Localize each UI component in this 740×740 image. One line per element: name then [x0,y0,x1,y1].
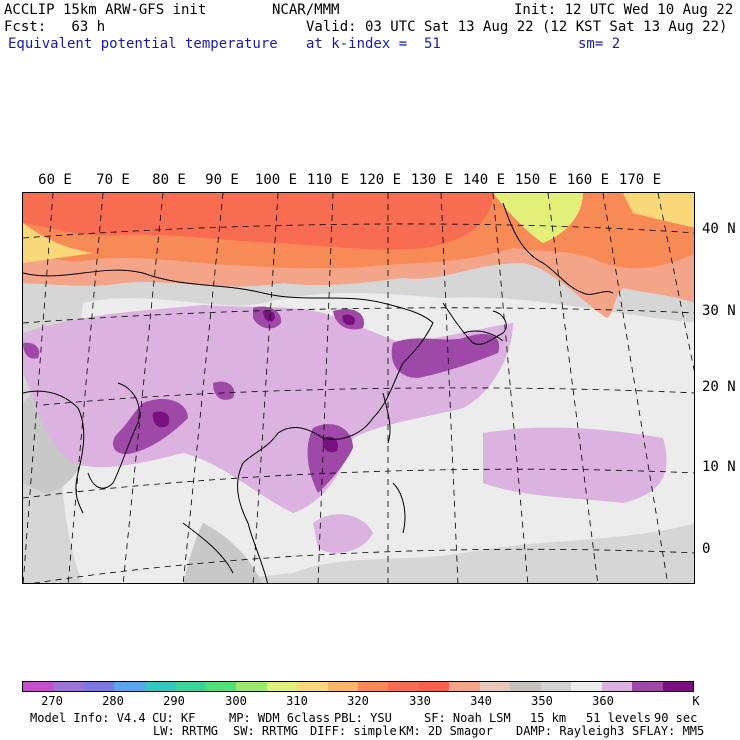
colorbar-swatch [540,682,572,691]
colorbar [22,681,694,692]
colorbar-swatch [297,682,328,691]
model-info-item: CU: KF [152,711,196,725]
colorbar-swatch [357,682,389,691]
colorbar-unit: K [692,694,700,708]
latitude-label: 30 N [702,303,736,319]
longitude-label: 100 E [254,172,298,188]
init-time: Init: 12 UTC Wed 10 Aug 22 [514,2,734,18]
longitude-label: 80 E [152,172,186,188]
organization-label: NCAR/MMM [272,2,340,18]
lilac-region [23,305,667,553]
forecast-hour: Fcst: 63 h [4,19,106,35]
colorbar-tick-label: 340 [470,694,492,708]
graticule [23,193,694,583]
colorbar-tick-label: 360 [592,694,614,708]
colorbar-swatch [571,682,602,691]
longitude-label: 60 E [38,172,72,188]
colorbar-swatch [205,682,237,691]
colorbar-swatch [449,682,480,691]
model-info-item: MP: WDM 6class [229,711,331,725]
physics-option-item: KM: 2D Smagor [399,724,493,738]
colorbar-swatch [266,682,298,691]
smoothing-label: sm= 2 [578,36,621,52]
colorbar-swatch [114,682,145,691]
longitude-label: 70 E [96,172,130,188]
theta-e-map [22,192,695,584]
colorbar-tick-label: 320 [347,694,369,708]
colorbar-tick-label: 280 [102,694,124,708]
model-info-item: PBL: YSU [334,711,392,725]
colorbar-swatch [632,682,663,691]
colorbar-swatch [388,682,419,691]
colorbar-tick-label: 350 [531,694,553,708]
model-info-item: 90 sec [654,711,698,725]
colorbar-swatch [601,682,633,691]
model-info-item: 15 km [530,711,567,725]
physics-option-item: SW: RRTMG [233,724,299,738]
longitude-label: 120 E [358,172,402,188]
model-info-item: Model Info: V4.4 [30,711,146,725]
colorbar-tick-label: 310 [286,694,308,708]
physics-option-item: LW: RRTMG [153,724,219,738]
level-index: at k-index = 51 [306,36,441,52]
latitude-label: 20 N [702,379,736,395]
colorbar-tick-label: 290 [163,694,185,708]
colorbar-tick-label: 270 [41,694,63,708]
latitude-label: 10 N [702,459,736,475]
valid-time: Valid: 03 UTC Sat 13 Aug 22 (12 KST Sat … [306,19,728,35]
physics-option-item: SFLAY: MM5 [632,724,705,738]
colorbar-swatch [83,682,115,691]
dark-purple-cores [152,310,355,453]
longitude-label: 160 E [566,172,610,188]
longitude-label: 150 E [514,172,558,188]
colorbar-swatch [510,682,541,691]
longitude-label: 170 E [618,172,662,188]
physics-option-item: DAMP: Rayleigh3 [516,724,625,738]
colorbar-swatch [236,682,267,691]
colorbar-swatch [53,682,84,691]
colorbar-swatch [479,682,511,691]
longitude-label: 140 E [462,172,506,188]
purple-cores [23,306,500,493]
colorbar-swatch [144,682,176,691]
colorbar-swatch [23,682,54,691]
field-name: Equivalent potential temperature [8,36,278,52]
longitude-label: 110 E [306,172,350,188]
colorbar-swatch [662,682,693,691]
longitude-label: 130 E [410,172,454,188]
model-info-item: 51 levels [586,711,652,725]
colorbar-swatch [327,682,358,691]
latitude-label: 0 [702,541,711,557]
colorbar-swatch [175,682,206,691]
model-info-item: SF: Noah LSM [424,711,511,725]
latitude-label: 40 N [702,221,736,237]
colorbar-swatch [418,682,450,691]
physics-option-item: DIFF: simple [310,724,397,738]
model-title: ACCLIP 15km ARW-GFS init [4,2,207,18]
map-canvas [23,193,694,583]
colorbar-tick-label: 330 [409,694,431,708]
longitude-label: 90 E [205,172,239,188]
colorbar-tick-label: 300 [225,694,247,708]
